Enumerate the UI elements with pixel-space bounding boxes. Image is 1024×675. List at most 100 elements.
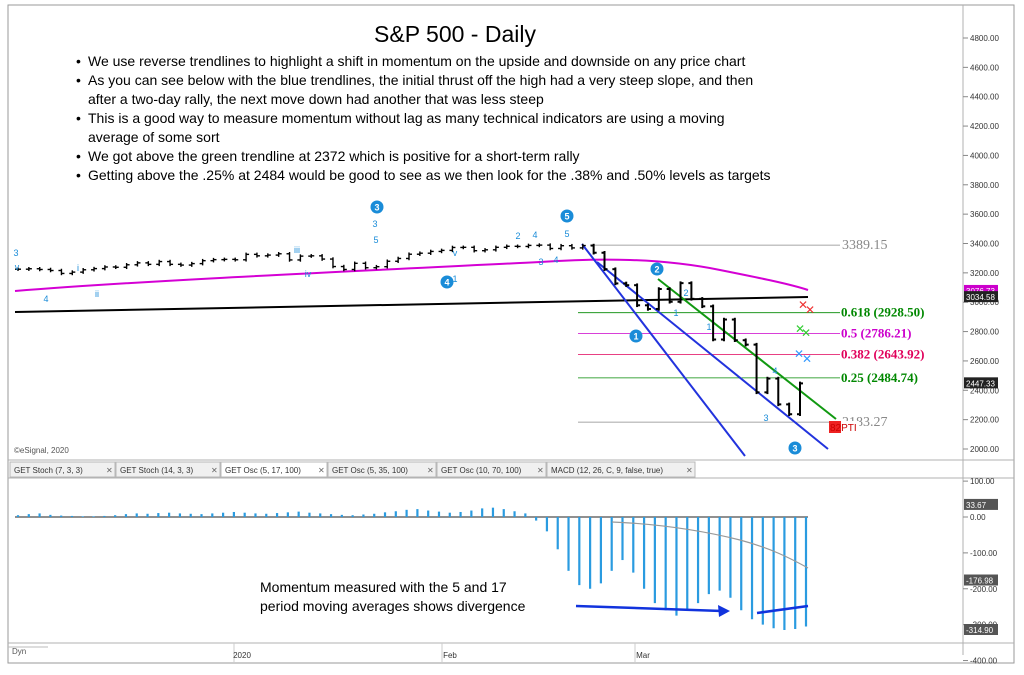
price-axis-badge: 2447.33	[964, 377, 998, 389]
wave-label: 5	[564, 229, 569, 239]
price-bar	[623, 281, 630, 287]
wave-label: 3	[538, 257, 543, 267]
wave-label: iii	[294, 245, 300, 255]
price-bar	[47, 267, 54, 273]
fib-level-label: 0.5 (2786.21)	[841, 326, 911, 341]
wave-circle-label: 4	[440, 275, 454, 289]
price-bar	[243, 252, 250, 262]
close-icon: ✕	[106, 466, 113, 475]
price-bar	[644, 303, 651, 311]
price-bar	[612, 267, 619, 286]
price-bar	[177, 262, 184, 267]
price-bar	[514, 244, 521, 249]
price-bar	[69, 270, 76, 276]
price-bar	[720, 317, 727, 342]
fib-level-label: 3389.15	[842, 238, 888, 253]
price-bar	[797, 381, 803, 416]
price-bar	[547, 243, 554, 251]
wave-circle-label: 1	[629, 329, 643, 343]
price-bar	[601, 250, 608, 271]
y-tick-label: 2200.00	[970, 416, 999, 425]
bullet-text: This is a good way to measure momentum w…	[88, 110, 725, 126]
y-tick-label: 4800.00	[970, 34, 999, 43]
y-tick-label: 4200.00	[970, 122, 999, 131]
osc-tick-label: -200.00	[970, 585, 998, 594]
fib-level-label: 0.618 (2928.50)	[841, 305, 924, 320]
wave-label: 1	[706, 322, 711, 332]
indicator-tab[interactable]: MACD (12, 26, C, 9, false, true) ✕	[546, 461, 696, 478]
svg-text:GET Osc (5, 17, 100): GET Osc (5, 17, 100)	[225, 466, 301, 475]
bullet-text: We got above the green trendline at 2372…	[88, 148, 580, 164]
osc-tick-label: -400.00	[970, 657, 998, 666]
blue-trendline-shallow	[596, 261, 829, 450]
indicator-tab[interactable]: GET Osc (5, 17, 100) ✕	[220, 461, 328, 478]
indicator-tab[interactable]: GET Osc (10, 70, 100) ✕	[436, 461, 547, 478]
y-tick-label: 3600.00	[970, 210, 999, 219]
osc-annotation-line2: period moving averages shows divergence	[260, 598, 526, 614]
bullet-text: As you can see below with the blue trend…	[88, 72, 753, 88]
wave-circle-label: 3	[370, 200, 384, 214]
y-tick-label: 4000.00	[970, 151, 999, 160]
price-bar	[101, 265, 108, 271]
price-bar	[688, 281, 695, 301]
price-bar	[264, 253, 271, 258]
wave-label: 4	[553, 255, 558, 265]
svg-text:4: 4	[444, 278, 449, 288]
price-bar	[525, 243, 532, 249]
price-bar	[221, 257, 228, 262]
svg-text:2: 2	[654, 265, 659, 275]
osc-tick-label: 100.00	[970, 477, 995, 486]
y-tick-label: 3400.00	[970, 240, 999, 249]
svg-text:2447.33: 2447.33	[966, 379, 995, 388]
price-bar	[167, 259, 174, 267]
divergence-arrow	[575, 604, 723, 613]
price-bar	[362, 261, 369, 270]
price-bar	[634, 283, 641, 308]
close-icon: ✕	[211, 466, 218, 475]
price-bar	[373, 264, 380, 270]
svg-text:-314.90: -314.90	[966, 626, 994, 635]
price-bar	[156, 259, 163, 267]
price-bar	[91, 266, 98, 272]
price-bar	[482, 248, 489, 253]
price-bar	[384, 259, 391, 269]
target-marker-blue: ✕	[802, 352, 812, 366]
svg-text:GET Stoch (14, 3, 3): GET Stoch (14, 3, 3)	[120, 466, 194, 475]
price-bar	[36, 266, 43, 272]
indicator-tab[interactable]: GET Osc (5, 35, 100) ✕	[327, 461, 437, 478]
price-bar	[764, 376, 771, 395]
price-bar	[145, 261, 152, 267]
wave-label: 1	[673, 308, 678, 318]
pti-label: 82PTI	[830, 423, 857, 434]
osc-axis-badge: -314.90	[964, 624, 998, 635]
wave-label: 2	[683, 288, 688, 298]
y-tick-label: 4400.00	[970, 93, 999, 102]
price-bar	[677, 281, 684, 304]
svg-text:33.67: 33.67	[966, 501, 987, 510]
target-marker-red: ✕	[805, 303, 815, 317]
y-tick-label: 2800.00	[970, 328, 999, 337]
wave-label: 3	[372, 219, 377, 229]
osc-annotation-line1: Momentum measured with the 5 and 17	[260, 579, 507, 595]
indicator-tab[interactable]: GET Stoch (7, 3, 3) ✕	[9, 461, 116, 478]
price-bar	[15, 267, 21, 271]
price-bar	[471, 245, 478, 253]
price-bar	[286, 252, 293, 262]
osc-tick-label: 0.00	[970, 513, 986, 522]
wave-label: v	[15, 262, 20, 272]
wave-circle-label: 2	[650, 262, 664, 276]
svg-text:1: 1	[633, 332, 638, 342]
wave-label: 3	[763, 413, 768, 423]
price-axis-badge: 3034.58	[964, 291, 998, 303]
price-bar	[329, 257, 336, 269]
price-bar	[536, 243, 543, 248]
target-marker-blue: ✕	[794, 347, 804, 361]
x-tick-label: Feb	[443, 651, 457, 660]
price-bar	[351, 261, 358, 272]
price-bar	[568, 243, 575, 250]
indicator-tab[interactable]: GET Stoch (14, 3, 3) ✕	[115, 461, 221, 478]
price-bar	[199, 258, 206, 266]
close-icon: ✕	[686, 466, 693, 475]
y-tick-label: 4600.00	[970, 63, 999, 72]
